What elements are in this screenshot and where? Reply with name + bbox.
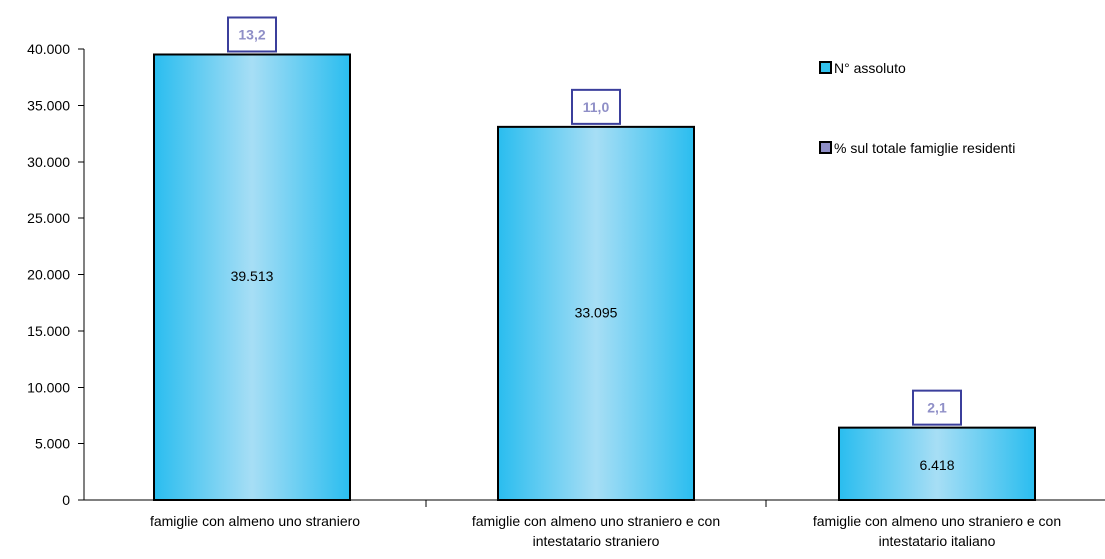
x-tick-label: famiglie con almeno uno straniero e con i… — [472, 513, 720, 549]
legend-label: N° assoluto — [834, 60, 906, 76]
percentage-label-box — [571, 88, 621, 125]
bar-value-label: 6.418 — [919, 457, 954, 473]
x-tick-label-line: famiglie con almeno uno straniero e con — [813, 513, 1061, 529]
y-tick-label: 10.000 — [27, 379, 70, 395]
y-tick-label: 20.000 — [27, 267, 70, 283]
y-tick-label: 5.000 — [35, 436, 70, 452]
y-tick-label: 40.000 — [27, 41, 70, 57]
x-tick-label: famiglie con almeno uno straniero — [150, 513, 360, 529]
percentage-label: 2,1 — [927, 400, 947, 416]
y-tick-label: 0 — [62, 492, 70, 508]
bar-value-label: 39.513 — [231, 268, 274, 284]
bar-value-label: 33.095 — [575, 304, 618, 320]
x-tick-label: famiglie con almeno uno straniero e con i… — [813, 513, 1061, 549]
y-tick-label: 25.000 — [27, 210, 70, 226]
bar — [497, 125, 695, 501]
legend: N° assoluto % sul totale famiglie residen… — [819, 60, 1015, 156]
x-tick-label-line: famiglie con almeno uno straniero — [150, 513, 360, 529]
percentage-label-box — [912, 389, 962, 426]
bar — [838, 426, 1036, 502]
bar — [153, 53, 351, 501]
x-tick-label-line: famiglie con almeno uno straniero e con — [472, 513, 720, 529]
x-tick-label-line: intestatario straniero — [533, 533, 660, 549]
legend-swatch — [819, 61, 832, 74]
y-tick-label: 30.000 — [27, 154, 70, 170]
percentage-label: 11,0 — [583, 99, 610, 115]
legend-label: % sul totale famiglie residenti — [834, 140, 1015, 156]
y-tick-label: 15.000 — [27, 323, 70, 339]
legend-swatch — [819, 141, 832, 154]
percentage-label: 13,2 — [238, 26, 265, 42]
labels: 0 5.000 10.000 15.000 20.000 25.000 30.000 35.0… — [27, 16, 1061, 549]
x-tick-label-line: intestatario italiano — [879, 533, 996, 549]
bars — [153, 53, 1036, 502]
percentage-label-box — [227, 16, 277, 53]
y-tick-label: 35.000 — [27, 97, 70, 113]
